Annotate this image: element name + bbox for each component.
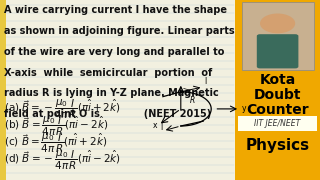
Text: as shown in adjoining figure. Linear parts: as shown in adjoining figure. Linear par… (4, 26, 235, 36)
Text: I: I (204, 77, 207, 86)
Text: R: R (190, 96, 195, 105)
Text: Kota
Doubt
Counter: Kota Doubt Counter (246, 73, 309, 117)
Circle shape (260, 14, 295, 33)
Text: X-axis  while  semicircular  portion  of: X-axis while semicircular portion of (4, 68, 212, 78)
Text: (b) $\vec{B} = \dfrac{\mu_0}{4\pi}\dfrac{I}{R}(\pi\hat{i} - 2\hat{k})$: (b) $\vec{B} = \dfrac{\mu_0}{4\pi}\dfrac… (4, 114, 108, 138)
Text: (c) $\vec{B} = \dfrac{\mu_0}{4\pi}\dfrac{I}{R}(\pi\hat{i} + 2\hat{k})$: (c) $\vec{B} = \dfrac{\mu_0}{4\pi}\dfrac… (4, 132, 107, 155)
Bar (235, 0, 320, 180)
Text: (d) $\vec{B} = -\dfrac{\mu_0}{4\pi}\dfrac{I}{R}(\pi\hat{i} - 2\hat{k})$: (d) $\vec{B} = -\dfrac{\mu_0}{4\pi}\dfra… (4, 149, 121, 172)
Text: of the wire are very long and parallel to: of the wire are very long and parallel t… (4, 47, 224, 57)
Text: I: I (161, 123, 163, 132)
Text: Physics: Physics (245, 138, 310, 153)
Bar (0, 0, 6, 180)
Bar (238, 116, 317, 131)
Text: IIT JEE/NEET: IIT JEE/NEET (254, 119, 301, 128)
Text: (a) $\vec{B} = -\dfrac{\mu_0}{4\pi}\dfrac{I}{R}(\pi\hat{i} + 2\hat{k})$: (a) $\vec{B} = -\dfrac{\mu_0}{4\pi}\dfra… (4, 97, 120, 121)
Text: x: x (153, 121, 157, 130)
Text: y: y (242, 104, 246, 113)
FancyBboxPatch shape (257, 34, 298, 68)
Text: field at point O is             (NEET 2015): field at point O is (NEET 2015) (4, 109, 211, 119)
Text: radius R is lying in Y-Z plane. Magnetic: radius R is lying in Y-Z plane. Magnetic (4, 88, 219, 98)
Text: A wire carrying current I have the shape: A wire carrying current I have the shape (4, 5, 227, 15)
Bar (242, 2, 314, 70)
